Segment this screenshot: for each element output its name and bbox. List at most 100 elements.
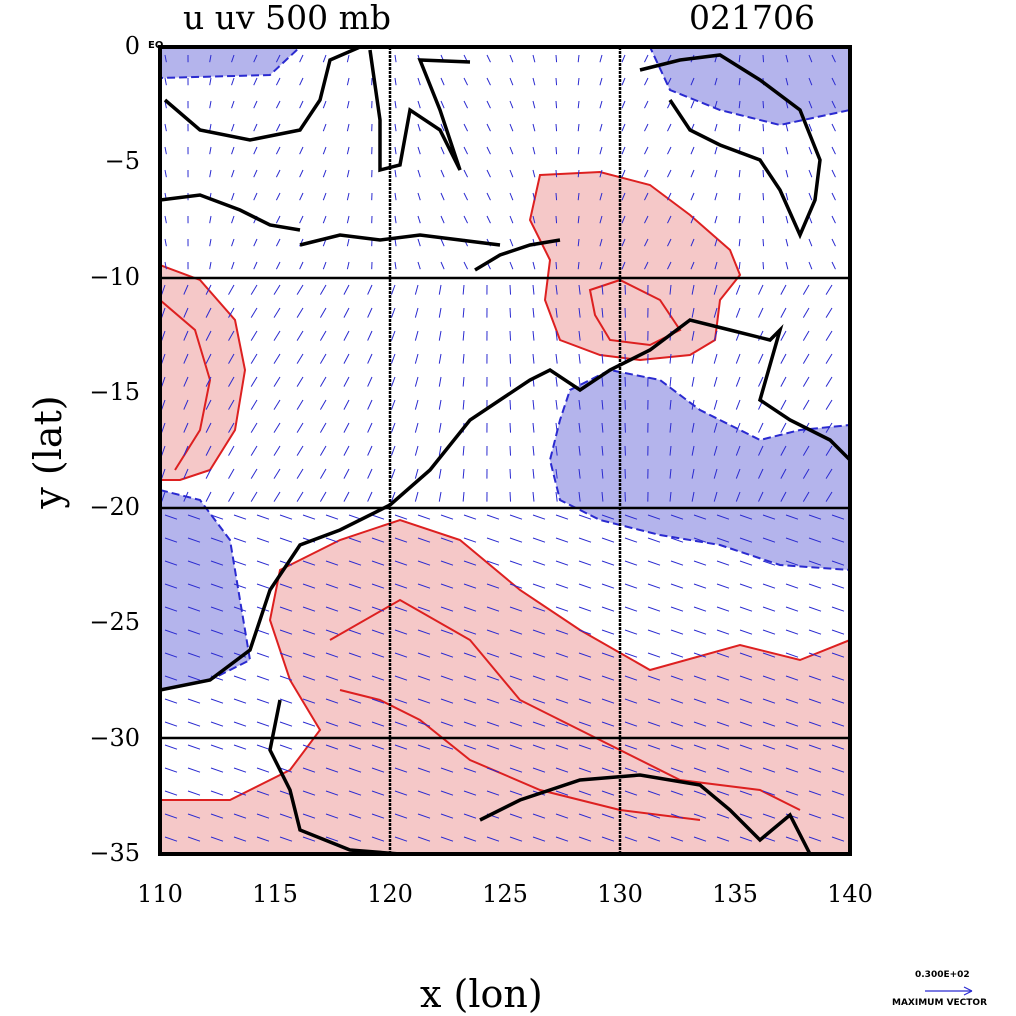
wind-vector — [322, 192, 327, 201]
wind-vector — [279, 767, 293, 773]
wind-vector — [621, 123, 626, 132]
wind-vector — [463, 123, 469, 132]
wind-vector — [802, 445, 810, 456]
wind-vector — [325, 629, 339, 635]
wind-vector — [319, 353, 327, 364]
wind-vector — [205, 376, 212, 387]
wind-vector — [275, 169, 281, 178]
wind-vector — [414, 284, 419, 295]
wind-vector — [228, 399, 235, 410]
wind-vector — [647, 514, 661, 520]
wind-vector — [855, 216, 859, 223]
wind-vector — [758, 468, 764, 479]
wind-vector — [161, 307, 166, 318]
wind-vector — [205, 399, 212, 410]
wind-vector — [205, 422, 212, 433]
wind-vector — [690, 238, 695, 247]
wind-vector — [762, 583, 776, 589]
wind-vector — [555, 560, 569, 566]
wind-vector — [462, 376, 465, 387]
wind-vector — [296, 330, 304, 341]
wind-vector — [371, 560, 385, 566]
wind-vector — [532, 514, 546, 520]
wind-vector — [621, 77, 626, 86]
legend-label: MAXIMUM VECTOR — [892, 998, 988, 1008]
wind-vector — [296, 422, 304, 433]
wind-vector — [187, 813, 201, 819]
wind-vector — [855, 607, 867, 611]
wind-vector — [210, 560, 224, 566]
wind-vector — [440, 560, 454, 566]
wind-vector — [348, 744, 362, 750]
wind-vector — [555, 445, 558, 456]
wind-vector — [371, 606, 385, 612]
wind-vector — [390, 468, 396, 479]
wind-vector — [463, 261, 469, 270]
wind-vector — [555, 54, 558, 63]
wind-vector — [670, 836, 684, 842]
wind-vector — [228, 376, 235, 387]
wind-vector — [209, 238, 212, 247]
wind-vector — [670, 721, 684, 727]
wind-vector — [599, 192, 603, 201]
wind-vector — [509, 583, 523, 589]
wind-vector — [275, 77, 281, 86]
wind-vector — [578, 836, 592, 842]
wind-vector — [555, 192, 558, 201]
wind-vector — [394, 261, 397, 270]
wind-vector — [509, 606, 523, 612]
wind-vector — [322, 169, 327, 178]
wind-vector — [808, 629, 822, 635]
wind-vector — [394, 514, 408, 520]
wind-vector — [414, 376, 419, 387]
wind-vector — [509, 698, 523, 704]
wind-vector — [855, 78, 859, 85]
wind-vector — [205, 330, 212, 341]
wind-vector — [250, 330, 258, 341]
wind-vector — [417, 192, 421, 201]
wind-vector — [555, 123, 558, 132]
wind-vector — [296, 376, 304, 387]
wind-vector — [785, 767, 799, 773]
wind-vector — [463, 192, 469, 201]
wind-vector — [670, 767, 684, 773]
wind-vector — [578, 422, 581, 433]
wind-vector — [210, 767, 224, 773]
wind-vector — [691, 445, 695, 456]
wind-vector — [233, 675, 247, 681]
wind-vector — [417, 77, 421, 86]
wind-vector — [808, 721, 822, 727]
wind-vector — [299, 192, 304, 201]
wind-vector — [601, 445, 604, 456]
wind-vector — [319, 284, 327, 295]
wind-vector — [601, 491, 604, 502]
wind-vector — [509, 330, 512, 341]
wind-vector — [855, 584, 867, 588]
wind-vector — [438, 307, 442, 318]
wind-vector — [279, 514, 293, 520]
wind-vector — [231, 54, 235, 63]
wind-vector — [210, 537, 224, 543]
wind-vector — [348, 767, 362, 773]
wind-vector — [762, 629, 776, 635]
wind-vector — [462, 445, 465, 456]
wind-vector — [256, 537, 270, 543]
wind-vector — [438, 284, 442, 295]
wind-vector — [716, 675, 730, 681]
wind-vector — [394, 675, 408, 681]
wind-vector — [532, 445, 535, 456]
wind-vector — [164, 767, 178, 773]
wind-vector — [417, 675, 431, 681]
wind-vector — [739, 606, 753, 612]
wind-vector — [621, 54, 626, 63]
wind-vector — [299, 54, 304, 63]
wind-vector — [390, 307, 396, 318]
wind-vector — [691, 399, 695, 410]
wind-vector — [210, 652, 224, 658]
wind-vector — [210, 698, 224, 704]
wind-vector — [462, 284, 465, 295]
wind-vector — [532, 675, 546, 681]
wind-vector — [758, 284, 764, 295]
wind-vector — [187, 767, 201, 773]
wind-vector — [390, 491, 396, 502]
